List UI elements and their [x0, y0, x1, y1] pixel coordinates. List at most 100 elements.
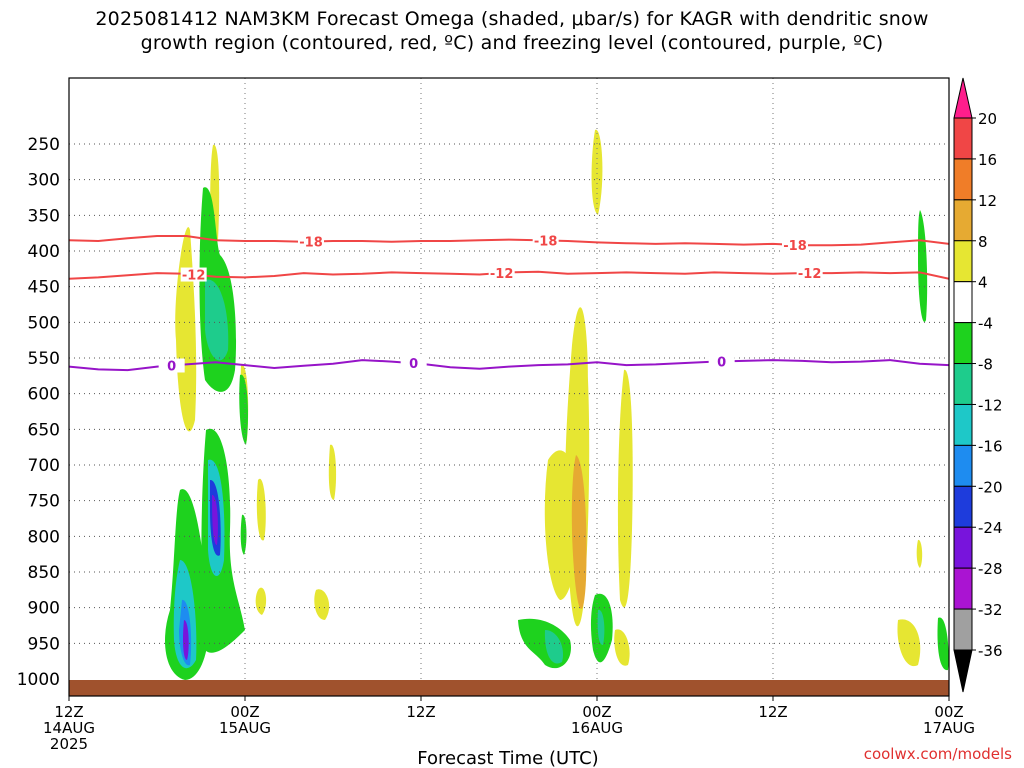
omega-positive-area: [591, 129, 603, 215]
colorbar-label: -8: [978, 356, 993, 374]
colorbar-label: -16: [978, 437, 1003, 455]
x-tick-label: 14AUG: [43, 719, 95, 737]
omega-negative-area: [918, 210, 928, 322]
colorbar-segment: [953, 403, 973, 446]
omega-positive-area: [571, 455, 587, 609]
contour-label: 0: [167, 359, 176, 374]
y-tick-label: 250: [28, 135, 60, 155]
y-tick-label: 550: [28, 349, 60, 369]
omega-positive-area: [314, 589, 330, 620]
omega-negative-area: [212, 494, 218, 545]
colorbar-label: 12: [978, 192, 997, 210]
omega-negative-area: [183, 620, 189, 660]
omega-positive-area: [328, 444, 337, 500]
y-axis-ticks: 250 300 350 400 450 500 550 600 650 700 750 800 850 9…: [17, 135, 60, 690]
y-tick-label: 750: [28, 492, 60, 512]
x-tick-label: 12Z: [54, 703, 83, 721]
credit-text: coolwx.com/models: [863, 745, 1012, 763]
y-tick-label: 900: [28, 599, 60, 619]
colorbar-label: -12: [978, 396, 1003, 414]
colorbar-segment: [953, 322, 973, 365]
colorbar-segment: [953, 158, 973, 201]
x-axis-label: Forecast Time (UTC): [417, 748, 598, 768]
contour-label-bg: [782, 237, 808, 252]
contour-label: -18: [299, 236, 323, 251]
contour-label: -12: [798, 267, 822, 282]
colorbar-label: -32: [978, 601, 1003, 619]
chart-title-line-2: growth region (contoured, red, ºC) and f…: [140, 32, 884, 54]
colorbar-segment: [953, 608, 973, 651]
contour-label-bg: [180, 267, 207, 282]
y-tick-label: 450: [28, 278, 60, 298]
contour-label-bg: [158, 358, 185, 373]
omega-negative-area: [205, 279, 229, 361]
contour-label-bg: [298, 234, 324, 249]
y-tick-label: 500: [28, 313, 60, 333]
omega-negative-area: [239, 374, 248, 445]
omega-negative-area: [937, 617, 949, 671]
x-tick-label: 00Z: [582, 703, 611, 721]
colorbar-segment: [953, 240, 973, 283]
omega-shading: [165, 129, 949, 680]
colorbar-label: -36: [978, 642, 1003, 660]
omega-positive-area: [175, 227, 197, 432]
colorbar-segment: [953, 567, 973, 610]
x-tick-label: 17AUG: [923, 719, 975, 737]
omega-negative-area: [544, 630, 564, 664]
contour-label: -12: [182, 269, 206, 284]
omega-positive-area: [617, 369, 633, 608]
colorbar-segment: [953, 526, 973, 569]
contour-label-bg: [796, 266, 823, 281]
contour-label-bg: [708, 354, 735, 369]
contour-label: 0: [409, 357, 418, 372]
y-tick-label: 300: [28, 171, 60, 191]
y-tick-label: 800: [28, 527, 60, 547]
terrain-strip: [69, 680, 949, 696]
contour-label-bg: [532, 233, 559, 248]
colorbar-segment: [953, 363, 973, 405]
contour-label: -18: [534, 234, 558, 249]
y-tick-label: 400: [28, 242, 60, 262]
omega-positive-area: [897, 619, 921, 667]
colorbar: 20 16 12 8 4 -4 -8 -12 -16 -20 -24 -28 -32 -36: [953, 77, 1003, 693]
omega-negative-area: [240, 514, 247, 555]
y-tick-label: 850: [28, 563, 60, 583]
colorbar-segment: [953, 444, 973, 487]
y-tick-label: 1000: [17, 670, 60, 690]
contour-label: -18: [783, 239, 807, 254]
colorbar-label: -28: [978, 560, 1003, 578]
contour-label-bg: [400, 356, 427, 371]
omega-positive-area: [614, 629, 630, 666]
x-tick-label: 00Z: [934, 703, 963, 721]
y-tick-label: 650: [28, 420, 60, 440]
colorbar-top-arrow: [953, 77, 973, 119]
x-tick-label: 2025: [50, 735, 88, 753]
colorbar-bottom-arrow: [953, 649, 973, 693]
y-tick-label: 700: [28, 456, 60, 476]
colorbar-segment: [953, 485, 973, 528]
y-grid: [69, 143, 949, 644]
colorbar-segment: [953, 117, 973, 160]
x-tick-label: 15AUG: [219, 719, 271, 737]
x-tick-label: 12Z: [758, 703, 787, 721]
x-grid: [244, 78, 774, 696]
chart-title-line-1: 2025081412 NAM3KM Forecast Omega (shaded…: [95, 8, 929, 30]
contour-label: 0: [717, 355, 726, 370]
temperature-contours: -18 -18 -18 -12 -12 -12 0 0 0: [69, 233, 949, 374]
y-tick-label: 600: [28, 385, 60, 405]
omega-positive-area: [544, 450, 579, 600]
plot-frame: [68, 77, 950, 697]
x-tick-label: 16AUG: [571, 719, 623, 737]
colorbar-label: 16: [978, 151, 997, 169]
colorbar-label: -4: [978, 315, 993, 333]
omega-positive-area: [916, 539, 923, 568]
colorbar-segment: [953, 199, 973, 242]
colorbar-label: -24: [978, 519, 1003, 537]
colorbar-label: 20: [978, 110, 997, 128]
colorbar-label: 8: [978, 233, 988, 251]
omega-positive-area: [256, 478, 266, 541]
x-tick-label: 12Z: [406, 703, 435, 721]
contour-label: -12: [490, 267, 514, 282]
